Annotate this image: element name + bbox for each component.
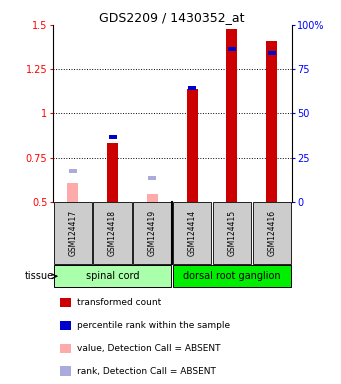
Text: GSM124414: GSM124414 (188, 210, 197, 256)
Bar (147, 194, 158, 202)
Bar (133, 202, 172, 264)
Bar (187, 89, 198, 202)
Text: tissue: tissue (25, 271, 54, 281)
Bar (108, 135, 117, 139)
Text: GSM124415: GSM124415 (227, 210, 236, 256)
Bar (60, 321, 71, 330)
Bar (253, 202, 291, 264)
Text: spinal cord: spinal cord (86, 271, 139, 281)
Text: GSM124418: GSM124418 (108, 210, 117, 256)
Text: GSM124419: GSM124419 (148, 210, 157, 256)
Bar (173, 202, 211, 264)
Bar (228, 47, 236, 51)
Text: percentile rank within the sample: percentile rank within the sample (77, 321, 230, 330)
Bar (188, 86, 196, 89)
Bar (54, 265, 172, 288)
Text: transformed count: transformed count (77, 298, 161, 307)
Bar (69, 169, 77, 173)
Bar (266, 41, 277, 202)
Bar (60, 344, 71, 353)
Text: GSM124417: GSM124417 (68, 210, 77, 256)
Bar (67, 184, 78, 202)
Bar (148, 176, 156, 180)
Bar (54, 202, 92, 264)
Text: dorsal root ganglion: dorsal root ganglion (183, 271, 281, 281)
Text: rank, Detection Call = ABSENT: rank, Detection Call = ABSENT (77, 366, 216, 376)
Text: GSM124416: GSM124416 (267, 210, 276, 256)
Bar (226, 30, 237, 202)
Bar (107, 143, 118, 202)
Text: value, Detection Call = ABSENT: value, Detection Call = ABSENT (77, 344, 220, 353)
Bar (60, 366, 71, 376)
Title: GDS2209 / 1430352_at: GDS2209 / 1430352_at (100, 11, 245, 24)
Bar (268, 51, 276, 55)
Bar (173, 265, 291, 288)
Bar (60, 298, 71, 307)
Bar (93, 202, 132, 264)
Bar (213, 202, 251, 264)
